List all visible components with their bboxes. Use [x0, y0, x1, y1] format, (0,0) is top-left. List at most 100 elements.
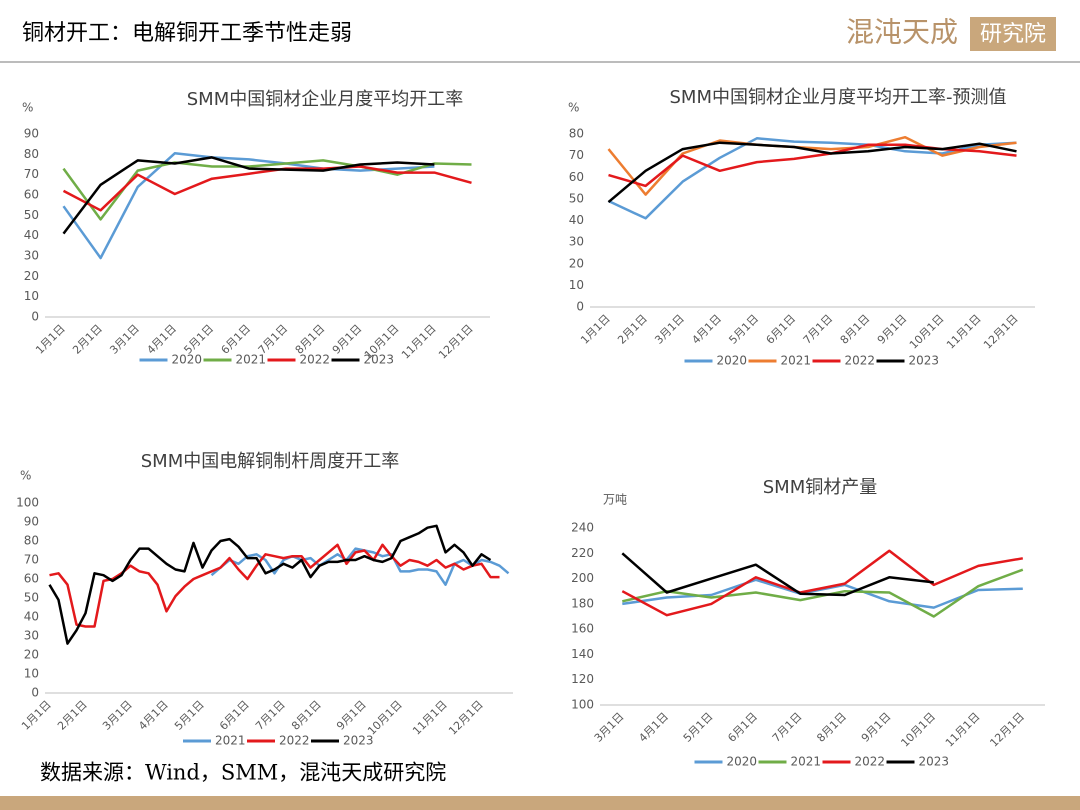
- y-tick-label: 100: [571, 698, 594, 712]
- y-unit: %: [568, 101, 579, 115]
- y-tick-label: 60: [569, 170, 584, 184]
- y-tick-label: 0: [576, 300, 584, 314]
- series-line: [49, 543, 500, 628]
- x-tick-label: 1月1日: [578, 312, 613, 347]
- logo-name: 混沌天成: [846, 16, 958, 49]
- x-tick-label: 9月1日: [875, 312, 910, 347]
- x-tick-label: 6月1日: [217, 698, 252, 733]
- x-tick-label: 6月1日: [219, 322, 254, 357]
- series-line: [62, 165, 472, 212]
- x-tick-label: 10月1日: [907, 312, 947, 352]
- y-tick-label: 80: [24, 534, 39, 548]
- y-tick-label: 40: [569, 213, 584, 227]
- legend-label: 2020: [727, 755, 758, 769]
- y-unit: %: [20, 469, 31, 483]
- x-tick-label: 7月1日: [770, 710, 805, 745]
- x-tick-label: 3月1日: [592, 710, 627, 745]
- x-tick-label: 7月1日: [801, 312, 836, 347]
- legend-label: 2023: [364, 353, 395, 367]
- logo-box: [970, 17, 1056, 51]
- x-tick-label: 6月1日: [764, 312, 799, 347]
- x-tick-label: 8月1日: [838, 312, 873, 347]
- x-tick-label: 5月1日: [172, 698, 207, 733]
- y-tick-label: 30: [24, 249, 39, 263]
- x-tick-label: 12月1日: [987, 710, 1027, 750]
- y-tick-label: 50: [24, 208, 39, 222]
- y-tick-label: 20: [569, 256, 584, 270]
- y-tick-label: 20: [24, 648, 39, 662]
- y-tick-label: 240: [571, 521, 594, 535]
- y-tick-label: 90: [24, 127, 39, 141]
- y-tick-label: 140: [571, 647, 594, 661]
- y-tick-label: 80: [24, 147, 39, 161]
- y-tick-label: 40: [24, 610, 39, 624]
- y-tick-label: 60: [24, 188, 39, 202]
- series-line: [62, 156, 435, 235]
- x-tick-label: 2月1日: [615, 312, 650, 347]
- x-tick-label: 3月1日: [100, 698, 135, 733]
- chart-title: SMM铜材产量: [763, 477, 878, 498]
- y-tick-label: 100: [16, 496, 39, 510]
- legend-label: 2021: [791, 755, 822, 769]
- slide-title: 铜材开工：电解铜开工季节性走弱: [22, 21, 352, 46]
- x-tick-label: 12月1日: [436, 322, 476, 362]
- chart-title: SMM中国铜材企业月度平均开工率: [187, 89, 464, 110]
- x-tick-label: 7月1日: [256, 322, 291, 357]
- y-tick-label: 200: [571, 571, 594, 585]
- y-tick-label: 60: [24, 572, 39, 586]
- x-tick-label: 3月1日: [652, 312, 687, 347]
- x-tick-label: 11月1日: [399, 322, 439, 362]
- x-tick-label: 2月1日: [55, 698, 90, 733]
- y-tick-label: 10: [24, 667, 39, 681]
- legend-label: 2022: [300, 353, 331, 367]
- chart-title: SMM中国电解铜制杆周度开工率: [141, 451, 400, 472]
- footer-bar: [0, 796, 1080, 810]
- x-tick-label: 9月1日: [859, 710, 894, 745]
- y-tick-label: 20: [24, 269, 39, 283]
- x-tick-label: 12月1日: [981, 312, 1021, 352]
- x-tick-label: 10月1日: [365, 698, 405, 738]
- x-tick-label: 4月1日: [689, 312, 724, 347]
- x-tick-label: 2月1日: [70, 322, 105, 357]
- x-tick-label: 8月1日: [293, 322, 328, 357]
- x-tick-label: 7月1日: [253, 698, 288, 733]
- legend-label: 2022: [855, 755, 886, 769]
- series-line: [607, 141, 1017, 204]
- y-tick-label: 50: [24, 591, 39, 605]
- x-tick-label: 8月1日: [289, 698, 324, 733]
- x-tick-label: 11月1日: [410, 698, 450, 738]
- x-tick-label: 1月1日: [19, 698, 54, 733]
- x-tick-label: 6月1日: [725, 710, 760, 745]
- y-unit: 万吨: [603, 493, 627, 507]
- legend-label: 2020: [717, 354, 748, 368]
- y-tick-label: 70: [24, 167, 39, 181]
- y-tick-label: 30: [24, 629, 39, 643]
- series-line: [608, 143, 1017, 188]
- x-tick-label: 5月1日: [726, 312, 761, 347]
- x-tick-label: 12月1日: [446, 698, 486, 738]
- y-tick-label: 90: [24, 515, 39, 529]
- y-tick-label: 0: [31, 686, 39, 700]
- y-tick-label: 120: [571, 672, 594, 686]
- y-tick-label: 70: [569, 148, 584, 162]
- series-line: [210, 547, 510, 586]
- x-tick-label: 5月1日: [681, 710, 716, 745]
- logo-suffix: 研究院: [980, 22, 1046, 47]
- y-tick-label: 10: [24, 289, 39, 303]
- legend-label: 2023: [919, 755, 950, 769]
- source-note: 数据来源：Wind，SMM，混沌天成研究院: [40, 761, 446, 785]
- chart-title: SMM中国铜材企业月度平均开工率-预测值: [670, 87, 1007, 108]
- x-tick-label: 10月1日: [898, 710, 938, 750]
- x-tick-label: 8月1日: [814, 710, 849, 745]
- y-tick-label: 10: [569, 278, 584, 292]
- y-tick-label: 160: [571, 622, 594, 636]
- legend-label: 2022: [279, 734, 310, 748]
- y-tick-label: 40: [24, 228, 39, 242]
- y-tick-label: 30: [569, 235, 584, 249]
- legend-label: 2023: [909, 354, 940, 368]
- x-tick-label: 11月1日: [944, 312, 984, 352]
- x-tick-label: 11月1日: [943, 710, 983, 750]
- x-tick-label: 4月1日: [136, 698, 171, 733]
- x-tick-label: 9月1日: [330, 322, 365, 357]
